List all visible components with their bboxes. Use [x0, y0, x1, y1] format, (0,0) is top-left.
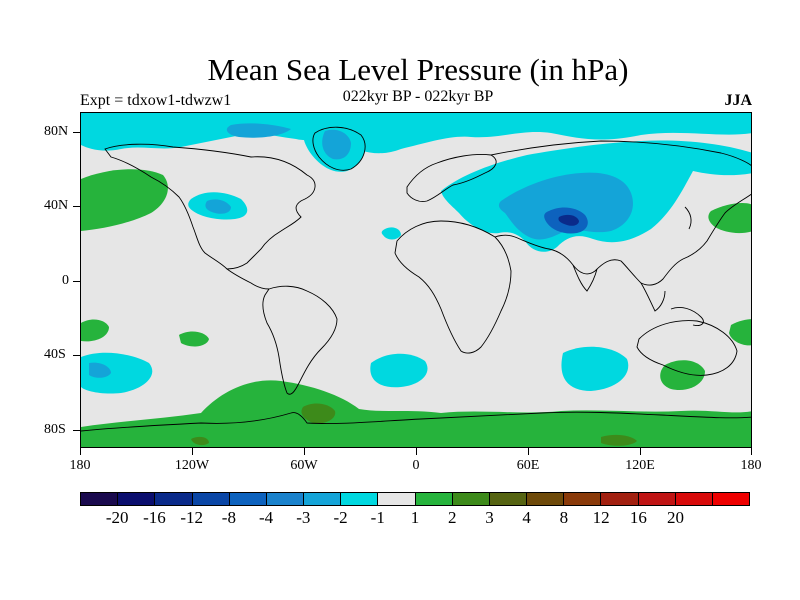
colorbar-label: -20: [105, 508, 129, 527]
colorbar-label: 16: [629, 508, 647, 527]
map-panel: [80, 112, 752, 448]
x-tick-mark: [528, 448, 529, 455]
colorbar-swatch: [415, 493, 453, 505]
colorbar-swatch: [489, 493, 528, 505]
colorbar-label: -4: [259, 508, 274, 527]
x-tick-mark: [192, 448, 193, 455]
coast-europe: [406, 154, 497, 202]
colorbar-label: -12: [180, 508, 203, 527]
coast-south-america: [262, 285, 338, 395]
colorbar-swatch: [638, 493, 676, 505]
anomaly-greenland-core: [322, 129, 351, 160]
y-tick-mark: [73, 206, 80, 207]
colorbar-label: -3: [296, 508, 311, 527]
coast-africa: [394, 220, 512, 354]
coast-india: [572, 264, 598, 292]
colorbar-label: 3: [485, 508, 494, 527]
y-tick-label: 80N: [44, 124, 69, 139]
y-tick-label: 40N: [44, 198, 69, 213]
colorbar-swatch: [341, 493, 379, 505]
coast-japan: [684, 206, 692, 230]
colorbar: [80, 492, 750, 506]
coast-asia: [490, 140, 751, 286]
coast-greenland: [312, 126, 366, 171]
x-tick-label: 0: [412, 458, 420, 473]
y-tick-label: 80S: [44, 422, 66, 437]
anomaly-n-pacific-high: [81, 169, 168, 231]
y-tick-label: 40S: [44, 347, 66, 362]
colorbar-label: 8: [559, 508, 569, 527]
colorbar-swatch: [192, 493, 230, 505]
x-tick-label: 180: [740, 458, 762, 473]
colorbar-label: 4: [522, 508, 531, 527]
x-tick-mark: [304, 448, 305, 455]
y-tick-mark: [73, 430, 80, 431]
colorbar-swatch: [378, 493, 416, 505]
colorbar-label: -1: [370, 508, 385, 527]
anomaly-s-pacific-low: [81, 352, 153, 394]
y-tick-mark: [73, 355, 80, 356]
anomaly-antarctic-core-2: [601, 434, 637, 446]
x-tick-mark: [640, 448, 641, 455]
anomaly-atlantic-small: [381, 227, 401, 240]
anomaly-antarctic-core-3: [191, 436, 209, 446]
colorbar-swatch: [81, 493, 119, 505]
x-tick-mark: [416, 448, 417, 455]
experiment-label: Expt = tdxow1-tdwzw1: [80, 92, 232, 109]
y-tick-mark: [73, 132, 80, 133]
x-tick-label: 60E: [516, 458, 540, 473]
anomaly-w-pacific-high: [708, 203, 751, 234]
x-tick-label: 60W: [290, 458, 318, 473]
colorbar-swatch: [229, 493, 267, 505]
x-tick-label: 120E: [625, 458, 655, 473]
anomaly-s-atlantic-low: [370, 353, 428, 388]
x-tick-mark: [80, 448, 81, 455]
colorbar-swatch: [675, 493, 713, 505]
anomaly-eurasia-min: [558, 214, 579, 226]
colorbar-label: 2: [447, 508, 457, 527]
colorbar-swatch: [118, 493, 156, 505]
anomaly-southern-ocean-band: [81, 380, 751, 447]
anomaly-pacific-mid-high: [179, 331, 209, 347]
anomaly-s-pacific-high: [81, 319, 109, 342]
y-tick-label: 0: [62, 273, 69, 288]
colorbar-label: 1: [410, 508, 420, 527]
colorbar-label: -8: [221, 508, 236, 527]
x-tick-mark: [751, 448, 752, 455]
anomaly-s-pacific-low-core: [89, 362, 111, 378]
anomaly-antarctic-core: [301, 403, 336, 424]
season-label: JJA: [724, 92, 752, 109]
colorbar-label: -16: [143, 508, 166, 527]
anomaly-n-america-core: [205, 199, 231, 214]
coast-se-asia: [640, 282, 704, 326]
colorbar-swatch: [712, 493, 750, 505]
anomaly-eurasia-mid: [498, 172, 633, 240]
map-svg: [81, 113, 751, 447]
chart-subtitle: 022kyr BP - 022kyr BP: [342, 88, 494, 105]
anomaly-arctic-core: [226, 123, 291, 138]
x-tick-label: 120W: [174, 458, 210, 473]
anomaly-s-pacific-high-e: [729, 319, 751, 346]
colorbar-swatch: [564, 493, 602, 505]
anomaly-s-indian-high: [660, 360, 705, 391]
colorbar-swatch: [304, 493, 342, 505]
chart-title: Mean Sea Level Pressure (in hPa): [207, 52, 629, 87]
colorbar-swatch: [601, 493, 639, 505]
coast-north-america: [104, 143, 316, 270]
anomaly-arctic-band: [81, 113, 751, 154]
x-tick-label: 180: [69, 458, 91, 473]
coast-antarctica: [81, 411, 751, 432]
y-tick-mark: [73, 281, 80, 282]
colorbar-swatch: [452, 493, 490, 505]
colorbar-swatch: [266, 493, 305, 505]
anomaly-s-indian-low: [561, 346, 629, 391]
colorbar-label: 12: [592, 508, 610, 527]
coastlines: [81, 126, 751, 432]
colorbar-label: -2: [333, 508, 348, 527]
colorbar-label: 20: [667, 508, 685, 527]
coast-australia: [636, 320, 738, 376]
coast-central-america: [226, 268, 270, 290]
colorbar-swatch: [155, 493, 193, 505]
colorbar-swatch: [527, 493, 565, 505]
